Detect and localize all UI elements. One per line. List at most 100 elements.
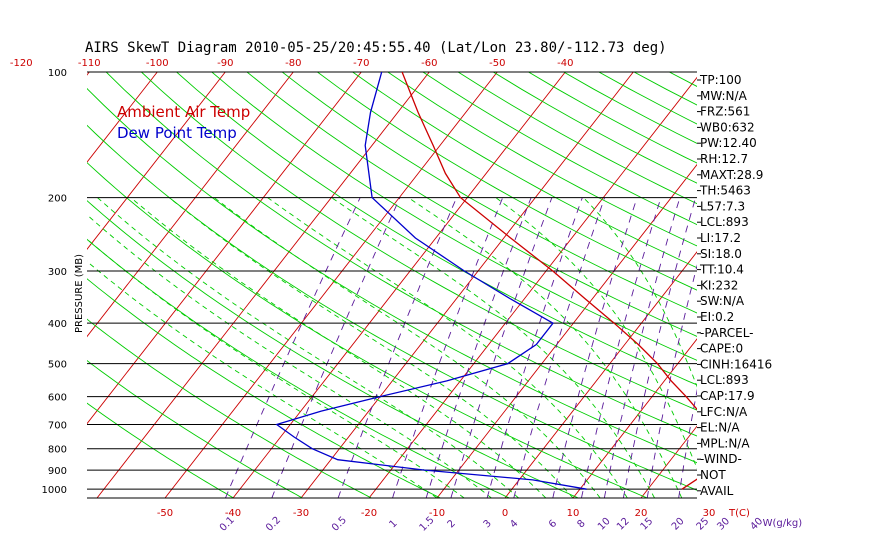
mixing-ratio-tick-label: 4 [508, 518, 520, 530]
index-label: TH:5463 [699, 184, 751, 198]
moist-adiabat-line [213, 197, 601, 498]
dry-adiabat-line [105, 72, 697, 437]
mixing-ratio-line [486, 197, 583, 498]
isotherm-line [436, 163, 697, 498]
moist-adiabat-line [87, 214, 492, 498]
mixing-ratio-line [392, 197, 504, 498]
mixing-ratio-line [224, 197, 361, 498]
index-label: WB0:632 [700, 120, 755, 134]
isotherm-line [87, 72, 158, 163]
dry-adiabat-line [281, 72, 697, 314]
moist-adiabat-line [408, 197, 683, 498]
top-temp-tick-label: -110 [78, 58, 101, 69]
index-label: SW:N/A [700, 294, 745, 308]
temperature-unit-label: T(C) [728, 508, 750, 519]
index-label: SI:18.0 [700, 247, 742, 261]
mixing-ratio-tick-label: 10 [596, 516, 613, 533]
dry-adiabat-line [87, 360, 303, 498]
index-label: MAXT:28.9 [700, 168, 763, 182]
index-label: LCL:893 [700, 215, 749, 229]
index-label: MPL:N/A [700, 436, 750, 450]
isobar-grid [87, 71, 697, 499]
isotherm-line [87, 72, 226, 251]
bottom-temp-tick-label: 30 [703, 508, 716, 519]
dry-adiabat-line [740, 72, 870, 498]
pressure-tick-label: 800 [48, 445, 67, 456]
mixing-ratio-line [678, 388, 697, 498]
mixing-ratio-line [552, 197, 638, 498]
top-temp-tick-label: -60 [421, 58, 437, 69]
mixing-ratio-line [758, 198, 806, 498]
isotherm-line [96, 72, 430, 498]
pressure-tick-label: 600 [48, 393, 67, 404]
dry-adiabat-line [317, 72, 697, 291]
top-temp-tick-label: -120 [10, 58, 33, 69]
isotherm-line [572, 338, 697, 498]
mixing-ratio-line [271, 197, 401, 498]
index-label: TP:100 [699, 73, 742, 87]
index-label: CAPE:0 [700, 342, 743, 356]
moist-adiabat-line [97, 197, 519, 498]
index-label: -WIND- [700, 452, 742, 466]
dry-adiabat-line [87, 162, 648, 498]
moist-adiabat-grid [87, 197, 697, 498]
isotherm-line [0, 72, 21, 498]
index-label: AVAIL [700, 484, 734, 498]
isotherm-line [232, 72, 566, 498]
mixing-ratio-tick-label: 8 [575, 518, 587, 530]
bottom-temp-tick-label: -50 [157, 508, 173, 519]
mixing-ratio-tick-label: 2 [446, 518, 458, 530]
mixing-ratio-grid [224, 197, 806, 498]
y-axis-label: PRESSURE (MB) [74, 254, 85, 333]
mixing-ratio-tick-label: 6 [547, 518, 559, 530]
dry-adiabat-line [87, 278, 441, 498]
index-label: EL:N/A [700, 421, 740, 435]
top-temp-tick-label: -40 [557, 58, 573, 69]
moist-adiabat-line [583, 197, 697, 388]
index-label: LCL:893 [700, 373, 749, 387]
isotherm-line [164, 72, 498, 498]
index-label: L57:7.3 [700, 199, 745, 213]
dry-adiabat-line [810, 72, 870, 498]
isotherm-line [87, 72, 294, 338]
index-label: RH:12.7 [700, 152, 748, 166]
isotherm-line [640, 425, 697, 498]
sounding-series [275, 72, 697, 490]
top-temp-tick-label: -50 [489, 58, 505, 69]
dry-adiabat-line [141, 72, 697, 411]
bottom-temp-tick-label: 10 [567, 508, 580, 519]
dry-adiabat-line [422, 72, 697, 226]
mixing-ratio-line [646, 264, 697, 498]
legend-ambient-air-temp: Ambient Air Temp [117, 103, 250, 121]
dry-adiabat-line [211, 72, 697, 361]
dry-adiabat-line [845, 72, 870, 498]
dew-point-temp-line [275, 72, 587, 490]
isotherm-line [368, 76, 697, 498]
dry-adiabat-line [387, 72, 697, 247]
moist-adiabat-line [87, 260, 438, 498]
pressure-tick-label: 200 [48, 194, 67, 205]
dry-adiabat-line [87, 200, 579, 498]
index-label: EI:0.2 [700, 310, 734, 324]
index-label: -PARCEL- [700, 326, 754, 340]
ambient-air-temp-line [401, 72, 697, 490]
top-temp-tick-label: -100 [146, 58, 169, 69]
index-label: LFC:N/A [700, 405, 748, 419]
mixing-ratio-tick-label: 0.5 [330, 515, 349, 534]
bottom-temp-tick-label: -20 [361, 508, 377, 519]
bottom-temp-tick-label: -10 [429, 508, 445, 519]
pressure-tick-label: 300 [48, 267, 67, 278]
index-label: FRZ:561 [700, 105, 750, 119]
dry-adiabat-line [87, 402, 234, 498]
moist-adiabat-line [331, 197, 655, 498]
mixing-ratio-tick-label: 0.2 [264, 515, 283, 534]
top-temp-tick-label: -90 [217, 58, 233, 69]
pressure-tick-label: 400 [48, 319, 67, 330]
index-label: NOT [700, 468, 726, 482]
pressure-tick-label: 1000 [42, 485, 67, 496]
index-label: CAP:17.9 [700, 389, 755, 403]
top-temp-tick-label: -70 [353, 58, 369, 69]
index-label: PW:12.40 [700, 136, 757, 150]
dry-adiabat-line [87, 87, 697, 464]
